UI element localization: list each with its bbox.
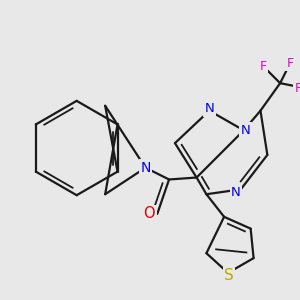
Text: N: N xyxy=(231,186,241,199)
Text: O: O xyxy=(144,206,155,221)
Text: S: S xyxy=(224,268,234,283)
Text: N: N xyxy=(241,124,250,137)
Text: F: F xyxy=(294,82,300,94)
Text: N: N xyxy=(205,102,214,115)
Text: F: F xyxy=(286,57,293,70)
Text: F: F xyxy=(260,60,267,73)
Text: N: N xyxy=(140,161,151,175)
